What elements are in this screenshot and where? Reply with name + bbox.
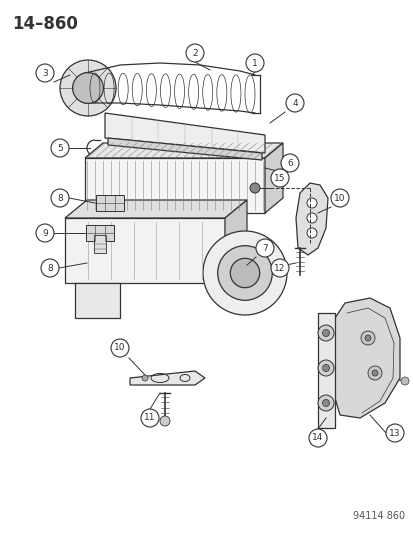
Polygon shape bbox=[108, 138, 261, 160]
Circle shape bbox=[322, 329, 329, 336]
Circle shape bbox=[202, 231, 286, 315]
Circle shape bbox=[317, 395, 333, 411]
Text: 14–860: 14–860 bbox=[12, 15, 78, 33]
Circle shape bbox=[41, 259, 59, 277]
Circle shape bbox=[322, 365, 329, 372]
Text: 8: 8 bbox=[47, 263, 53, 272]
Text: 14: 14 bbox=[311, 433, 323, 442]
Circle shape bbox=[306, 228, 316, 238]
Circle shape bbox=[255, 239, 273, 257]
Circle shape bbox=[51, 189, 69, 207]
Text: 10: 10 bbox=[333, 193, 345, 203]
Bar bbox=[86, 225, 114, 241]
Circle shape bbox=[308, 429, 326, 447]
Circle shape bbox=[306, 213, 316, 223]
Circle shape bbox=[364, 335, 370, 341]
Text: 1: 1 bbox=[252, 59, 257, 68]
Polygon shape bbox=[334, 298, 399, 418]
Circle shape bbox=[317, 325, 333, 341]
Text: 5: 5 bbox=[57, 143, 63, 152]
Circle shape bbox=[249, 183, 259, 193]
Circle shape bbox=[330, 189, 348, 207]
Text: 94114 860: 94114 860 bbox=[352, 511, 404, 521]
Polygon shape bbox=[224, 200, 247, 283]
Circle shape bbox=[385, 424, 403, 442]
Circle shape bbox=[51, 139, 69, 157]
Text: 13: 13 bbox=[388, 429, 400, 438]
Circle shape bbox=[285, 94, 303, 112]
Circle shape bbox=[245, 54, 263, 72]
Bar bbox=[317, 313, 334, 428]
Circle shape bbox=[141, 409, 159, 427]
Polygon shape bbox=[295, 183, 327, 255]
Bar bbox=[96, 195, 124, 211]
Polygon shape bbox=[130, 371, 204, 385]
Bar bbox=[75, 283, 120, 318]
Circle shape bbox=[217, 246, 272, 300]
Circle shape bbox=[72, 72, 103, 103]
Circle shape bbox=[142, 375, 147, 381]
Text: 15: 15 bbox=[273, 174, 285, 182]
Text: 7: 7 bbox=[261, 244, 267, 253]
Polygon shape bbox=[85, 143, 282, 158]
Circle shape bbox=[306, 198, 316, 208]
Bar bbox=[65, 218, 224, 283]
Circle shape bbox=[159, 416, 170, 426]
Circle shape bbox=[280, 154, 298, 172]
Circle shape bbox=[60, 60, 116, 116]
Polygon shape bbox=[105, 113, 264, 153]
Polygon shape bbox=[264, 143, 282, 213]
Text: 4: 4 bbox=[292, 99, 297, 108]
Circle shape bbox=[271, 259, 288, 277]
Circle shape bbox=[271, 169, 288, 187]
Circle shape bbox=[367, 366, 381, 380]
Bar bbox=[85, 158, 264, 213]
Text: 9: 9 bbox=[42, 229, 48, 238]
Circle shape bbox=[111, 339, 129, 357]
Text: 8: 8 bbox=[57, 193, 63, 203]
Circle shape bbox=[185, 44, 204, 62]
Text: 3: 3 bbox=[42, 69, 48, 77]
Circle shape bbox=[317, 360, 333, 376]
Circle shape bbox=[371, 370, 377, 376]
Polygon shape bbox=[65, 200, 247, 218]
Circle shape bbox=[230, 259, 259, 288]
Circle shape bbox=[360, 331, 374, 345]
Text: 6: 6 bbox=[287, 158, 292, 167]
Text: 12: 12 bbox=[274, 263, 285, 272]
Text: 10: 10 bbox=[114, 343, 126, 352]
Text: 2: 2 bbox=[192, 49, 197, 58]
Circle shape bbox=[400, 377, 408, 385]
Circle shape bbox=[322, 400, 329, 407]
Text: 11: 11 bbox=[144, 414, 155, 423]
Bar bbox=[94, 235, 106, 253]
Circle shape bbox=[36, 64, 54, 82]
Circle shape bbox=[36, 224, 54, 242]
